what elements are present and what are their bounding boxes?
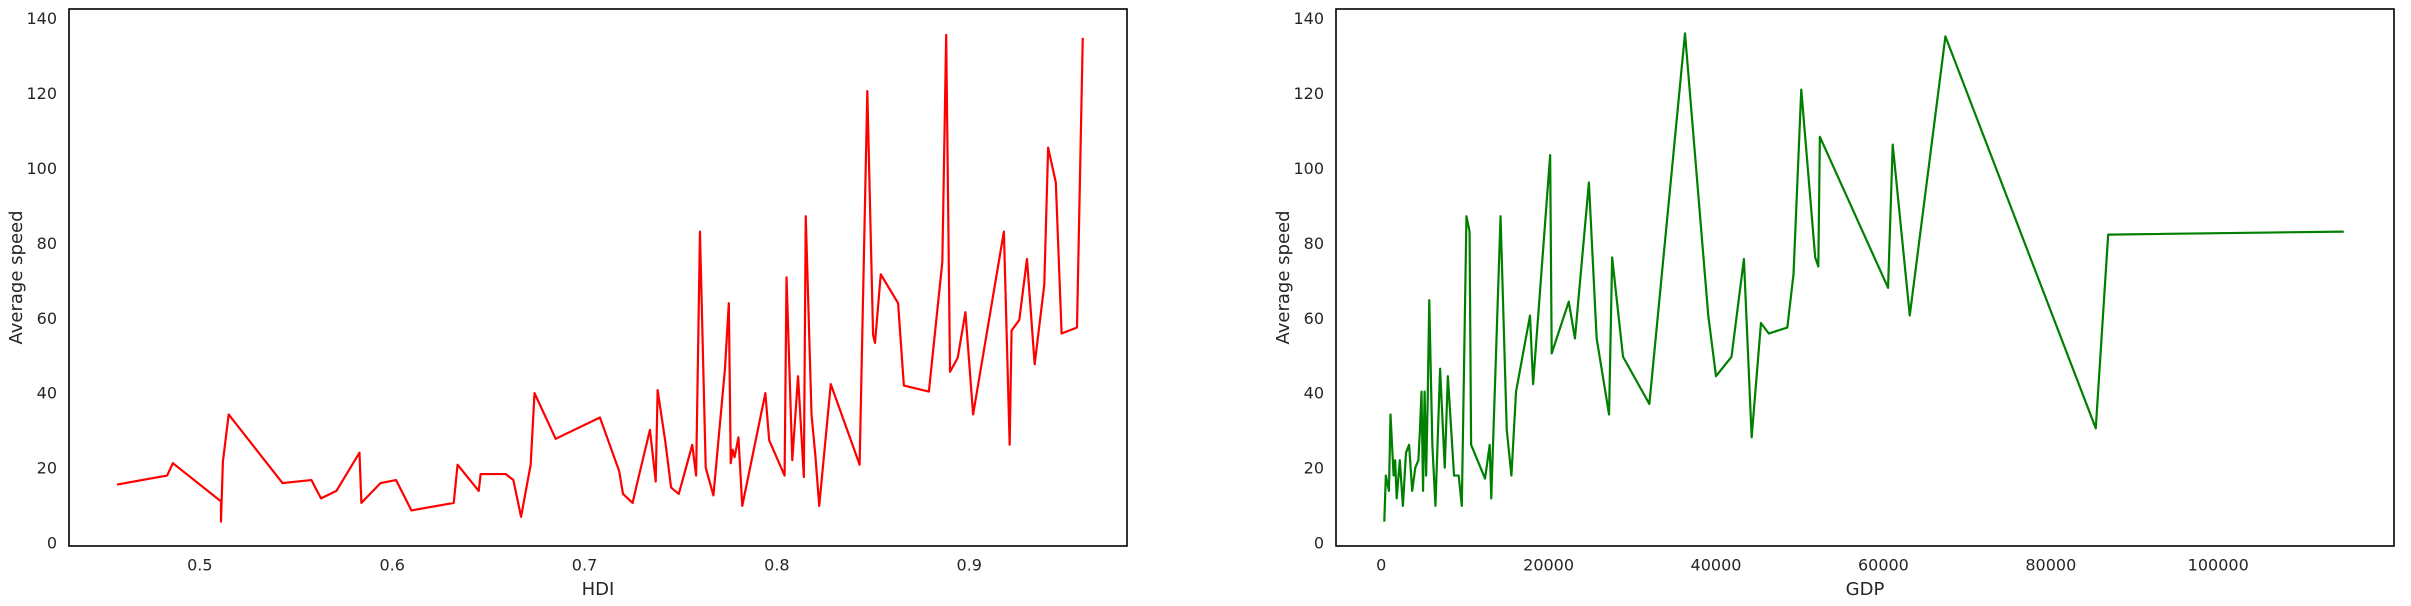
y-tick-label: 60 bbox=[1304, 309, 1324, 328]
y-tick-label: 120 bbox=[26, 84, 57, 103]
y-tick-label: 40 bbox=[37, 384, 57, 403]
y-axis-label: Average speed bbox=[1273, 210, 1294, 344]
x-tick-label: 60000 bbox=[1858, 556, 1909, 575]
x-tick-label: 0.9 bbox=[957, 556, 982, 575]
y-tick-label: 140 bbox=[26, 9, 57, 28]
y-tick-label: 80 bbox=[37, 234, 57, 253]
y-tick-label: 80 bbox=[1304, 234, 1324, 253]
y-axis-label: Average speed bbox=[6, 210, 27, 344]
y-tick-label: 100 bbox=[26, 159, 57, 178]
x-tick-label: 0.7 bbox=[572, 556, 597, 575]
x-axis-label: GDP bbox=[1846, 579, 1885, 600]
x-tick-label: 20000 bbox=[1523, 556, 1574, 575]
line bbox=[116, 33, 1084, 523]
x-axis-label: HDI bbox=[582, 579, 615, 600]
y-tick-label: 40 bbox=[1304, 384, 1324, 403]
x-tick-label: 0 bbox=[1376, 556, 1386, 575]
y-tick-label: 60 bbox=[37, 309, 57, 328]
x-tick-label: 0.6 bbox=[379, 556, 404, 575]
y-tick-label: 20 bbox=[1304, 459, 1324, 478]
line bbox=[1383, 32, 2344, 522]
y-tick-label: 100 bbox=[1293, 159, 1324, 178]
x-tick-label: 0.8 bbox=[764, 556, 789, 575]
x-tick-label: 100000 bbox=[2188, 556, 2249, 575]
y-tick-label: 0 bbox=[47, 534, 57, 553]
plot-frame bbox=[1335, 8, 2395, 547]
y-tick-label: 0 bbox=[1314, 534, 1324, 553]
x-tick-label: 80000 bbox=[2025, 556, 2076, 575]
x-tick-label: 40000 bbox=[1691, 556, 1742, 575]
y-tick-label: 120 bbox=[1293, 84, 1324, 103]
y-tick-label: 140 bbox=[1293, 9, 1324, 28]
plot-frame bbox=[68, 8, 1128, 547]
y-tick-label: 20 bbox=[37, 459, 57, 478]
x-tick-label: 0.5 bbox=[187, 556, 212, 575]
